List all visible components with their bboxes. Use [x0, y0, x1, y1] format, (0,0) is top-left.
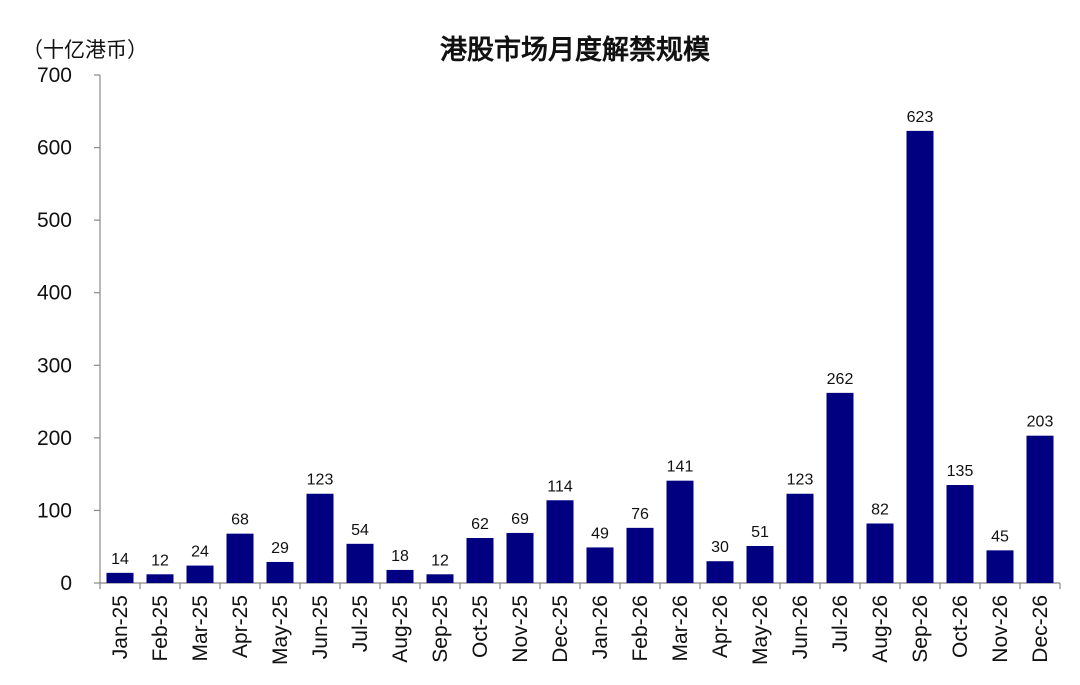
x-tick-label: Apr-25	[229, 595, 252, 658]
x-tick-label: Aug-26	[869, 595, 892, 663]
data-label: 123	[307, 472, 334, 489]
data-label: 62	[471, 516, 489, 533]
bar-nov-25	[506, 532, 534, 583]
bar-aug-25	[386, 569, 414, 583]
data-label: 45	[991, 528, 1009, 545]
y-tick-label: 500	[37, 209, 72, 232]
y-axis-unit-label: （十亿港币）	[22, 39, 148, 62]
data-label: 135	[947, 463, 974, 480]
x-tick-label: May-25	[269, 595, 292, 665]
y-tick-label: 0	[60, 572, 72, 595]
bar-jan-26	[586, 547, 614, 583]
bar-may-26	[746, 545, 774, 583]
data-label: 12	[151, 552, 169, 569]
bar-mar-26	[666, 480, 694, 583]
data-label: 203	[1027, 414, 1054, 431]
x-tick-label: Jun-26	[789, 595, 812, 659]
x-tick-label: Jan-25	[109, 595, 132, 659]
data-label: 54	[351, 522, 369, 539]
data-label: 76	[631, 506, 649, 523]
x-tick-label: Nov-25	[509, 595, 532, 663]
data-label: 262	[827, 371, 854, 388]
bar-sep-26	[906, 130, 934, 583]
data-label: 69	[511, 511, 529, 528]
bar-apr-26	[706, 561, 734, 583]
x-tick-label: Nov-26	[989, 595, 1012, 663]
x-tick-label: Jan-26	[589, 595, 612, 659]
data-label: 68	[231, 512, 249, 529]
bar-jul-25	[346, 543, 374, 583]
y-tick-label: 200	[37, 427, 72, 450]
x-tick-label: Mar-26	[669, 595, 692, 662]
x-tick-label: Aug-25	[389, 595, 412, 663]
x-tick-label: Mar-25	[189, 595, 212, 662]
x-tick-label: Jul-25	[349, 595, 372, 652]
x-tick-label: Oct-26	[949, 595, 972, 658]
x-tick-label: Oct-25	[469, 595, 492, 658]
bar-feb-26	[626, 527, 654, 583]
y-tick-label: 700	[37, 64, 72, 87]
bar-dec-26	[1026, 435, 1054, 583]
data-label: 623	[907, 109, 934, 126]
x-tick-label: May-26	[749, 595, 772, 665]
data-label: 114	[547, 478, 573, 495]
x-tick-label: Feb-25	[149, 595, 172, 662]
bar-jul-26	[826, 392, 854, 583]
bar-may-25	[266, 561, 294, 583]
data-label: 51	[751, 524, 769, 541]
x-tick-label: Jul-26	[829, 595, 852, 652]
data-label: 12	[431, 552, 449, 569]
y-tick-label: 600	[37, 137, 72, 160]
y-tick-label: 300	[37, 354, 72, 377]
data-label: 123	[787, 472, 814, 489]
bar-dec-25	[546, 500, 574, 583]
data-label: 14	[111, 551, 129, 568]
y-tick-label: 400	[37, 282, 72, 305]
bar-mar-25	[186, 565, 214, 583]
bar-feb-25	[146, 574, 174, 583]
data-label: 24	[191, 544, 209, 561]
bar-oct-25	[466, 538, 494, 583]
bar-jun-25	[306, 493, 334, 583]
bar-aug-26	[866, 523, 894, 583]
x-tick-label: Feb-26	[629, 595, 652, 662]
bar-nov-26	[986, 550, 1014, 583]
data-label: 18	[391, 548, 409, 565]
x-tick-label: Dec-26	[1029, 595, 1052, 663]
x-tick-label: Jun-25	[309, 595, 332, 659]
bar-oct-26	[946, 485, 974, 583]
data-label: 82	[871, 501, 889, 518]
data-label: 29	[271, 540, 289, 557]
data-label: 141	[667, 459, 694, 476]
chart-title: 港股市场月度解禁规模	[440, 35, 710, 65]
y-tick-label: 100	[37, 499, 72, 522]
data-label: 49	[591, 525, 609, 542]
bar-sep-25	[426, 574, 454, 583]
bar-jun-26	[786, 493, 814, 583]
x-tick-label: Dec-25	[549, 595, 572, 663]
data-label: 30	[711, 539, 729, 556]
x-tick-label: Sep-26	[909, 595, 932, 663]
x-tick-label: Sep-25	[429, 595, 452, 663]
bar-apr-25	[226, 533, 254, 583]
bar-jan-25	[106, 572, 134, 583]
x-tick-label: Apr-26	[709, 595, 732, 658]
